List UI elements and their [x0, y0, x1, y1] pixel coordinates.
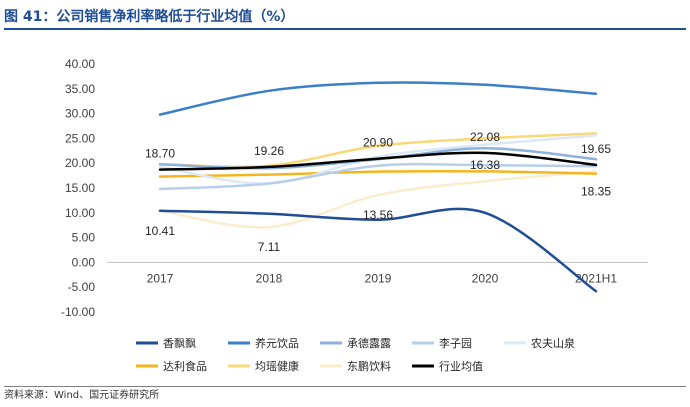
data-label: 18.70 [145, 147, 175, 161]
series-line-9 [158, 151, 598, 171]
y-tick-label: 10.00 [65, 206, 95, 220]
legend-label: 均瑶健康 [255, 359, 299, 373]
data-label: 18.35 [581, 184, 611, 198]
line-chart: 40.00 35.00 30.00 25.00 20.00 15.00 10.00 5.00 0… [61, 57, 648, 373]
y-tick-label: -10.00 [61, 305, 95, 319]
legend-label: 行业均值 [439, 360, 483, 373]
chart-series [158, 81, 598, 293]
x-tick-label: 2020 [472, 271, 499, 285]
y-tick-label: -5.00 [68, 280, 96, 294]
data-label: 7.11 [258, 240, 281, 254]
data-label: 13.56 [363, 208, 393, 222]
y-tick-label: 0.00 [72, 255, 96, 269]
legend-label: 李子园 [439, 336, 472, 350]
y-tick-label: 25.00 [65, 131, 95, 145]
y-tick-label: 5.00 [72, 231, 96, 245]
legend-label: 农夫山泉 [531, 336, 575, 350]
figure-title: 图 41：公司销售净利率略低于行业均值（%） [4, 6, 686, 30]
y-tick-label: 35.00 [65, 82, 95, 96]
y-tick-label: 30.00 [65, 107, 95, 121]
data-label: 20.90 [363, 136, 393, 150]
source-note: 资料来源：Wind、国元证券研究所 [4, 386, 686, 405]
x-tick-label: 2017 [147, 271, 174, 285]
x-tick-label: 2018 [256, 271, 283, 285]
data-label: 10.41 [145, 224, 175, 238]
series-line-1 [158, 207, 598, 293]
chart-axes: 40.00 35.00 30.00 25.00 20.00 15.00 10.00 5.00 0… [61, 57, 648, 319]
legend-label: 承德露露 [347, 336, 391, 350]
legend-label: 养元饮品 [255, 336, 299, 350]
series-line-6 [158, 169, 598, 178]
y-tick-label: 20.00 [65, 156, 95, 170]
series-line-8 [158, 170, 598, 229]
x-tick-label: 2019 [365, 271, 392, 285]
legend-label: 香飘飘 [163, 337, 196, 350]
data-label: 19.65 [581, 142, 611, 156]
series-line-2 [158, 81, 598, 116]
data-label: 19.26 [254, 144, 284, 158]
y-tick-label: 15.00 [65, 181, 95, 195]
legend-label: 东鹏饮料 [347, 359, 391, 373]
series-line-4 [158, 162, 598, 191]
data-label: 16.38 [470, 158, 500, 172]
data-label: 22.08 [470, 130, 500, 144]
chart-data-labels: 18.70 19.26 20.90 22.08 19.65 10.41 7.11 13.56 1… [145, 130, 611, 254]
y-tick-label: 40.00 [65, 57, 95, 71]
series-line-5 [158, 134, 598, 185]
legend-label: 达利食品 [163, 359, 207, 373]
